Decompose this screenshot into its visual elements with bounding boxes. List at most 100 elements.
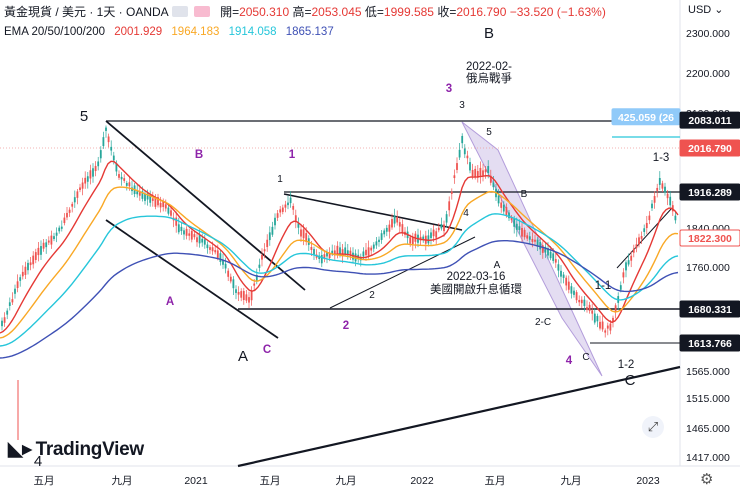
candle-body bbox=[450, 191, 453, 194]
candle-body bbox=[333, 250, 336, 256]
price-label-text: 1822.300 bbox=[688, 233, 732, 245]
candle-body bbox=[578, 299, 581, 303]
close-value: 2016.790 bbox=[456, 5, 507, 19]
ema-20-line bbox=[0, 160, 679, 334]
candle-body bbox=[294, 215, 297, 222]
wave-label: 3 bbox=[446, 83, 452, 95]
tradingview-logo-icon: ◣▸ bbox=[8, 439, 32, 460]
candle-body bbox=[232, 279, 235, 289]
candle-body bbox=[24, 266, 27, 275]
candle-body bbox=[336, 245, 339, 255]
candle-body bbox=[523, 229, 526, 238]
price-tick-label: 2200.000 bbox=[686, 68, 730, 80]
candle-body bbox=[154, 198, 157, 207]
candle-body bbox=[518, 226, 521, 231]
magic-wand-icon[interactable]: ⤢ bbox=[642, 416, 664, 438]
wave-label: 美國開啟升息循環 bbox=[430, 282, 522, 296]
time-scale[interactable]: 五月 九月 2021 五月 九月 2022 五月 九月 2023 bbox=[0, 465, 740, 487]
candle-body bbox=[349, 250, 352, 255]
candle-body bbox=[136, 191, 139, 195]
candle-body bbox=[320, 255, 323, 264]
candle-body bbox=[614, 305, 617, 313]
candle-body bbox=[630, 255, 633, 261]
candle-body bbox=[575, 292, 578, 301]
ema-legend[interactable]: EMA 20/50/100/200 2001.929 1964.183 1914… bbox=[4, 26, 340, 38]
candle-body bbox=[557, 264, 560, 271]
change-value: −33.520 (−1.63%) bbox=[509, 5, 606, 19]
candle-body bbox=[656, 187, 659, 191]
candle-body bbox=[162, 201, 165, 208]
candle-body bbox=[544, 246, 547, 253]
price-label-text: 2016.790 bbox=[688, 143, 732, 155]
candle-body bbox=[635, 244, 638, 249]
wedge-upper bbox=[105, 120, 306, 291]
wave-label: 5 bbox=[486, 127, 492, 138]
candle-body bbox=[300, 229, 302, 237]
candle-body bbox=[528, 236, 531, 240]
candle-body bbox=[505, 207, 508, 216]
candle-body bbox=[531, 238, 534, 242]
candle-body bbox=[541, 245, 544, 253]
gear-icon[interactable]: ⚙ bbox=[700, 471, 714, 488]
candle-body bbox=[292, 205, 295, 210]
candle-body bbox=[393, 215, 396, 224]
tradingview-logo[interactable]: ◣▸ TradingView bbox=[8, 438, 144, 461]
price-label-box bbox=[679, 229, 740, 247]
candle-body bbox=[86, 176, 89, 182]
candle-body bbox=[185, 228, 188, 236]
candle-body bbox=[435, 231, 438, 238]
high-label: 高= bbox=[292, 5, 312, 19]
candle-body bbox=[500, 202, 503, 208]
candle-body bbox=[565, 277, 568, 286]
symbol-title[interactable]: 黃金現貨 / 美元 · 1天 · OANDA bbox=[4, 5, 169, 19]
candle-body bbox=[456, 163, 458, 170]
candle-body bbox=[214, 250, 217, 253]
currency-selector[interactable]: USD ⌄ bbox=[688, 4, 724, 16]
ema-100-value: 1914.058 bbox=[228, 26, 277, 38]
candle-body bbox=[89, 170, 92, 179]
candle-body bbox=[14, 288, 16, 294]
candle-body bbox=[42, 242, 45, 249]
candle-body bbox=[632, 248, 635, 253]
candle-body bbox=[45, 242, 48, 248]
open-value: 2050.310 bbox=[239, 5, 290, 19]
eye-icon[interactable] bbox=[172, 6, 189, 17]
candle-body bbox=[547, 248, 549, 256]
candle-body bbox=[99, 150, 102, 159]
candle-body bbox=[463, 148, 466, 155]
candle-body bbox=[27, 262, 29, 271]
candle-body bbox=[492, 182, 495, 188]
candle-body bbox=[487, 166, 490, 174]
candle-body bbox=[375, 241, 378, 246]
open-label: 開= bbox=[220, 5, 240, 19]
candle-body bbox=[648, 215, 651, 221]
candle-body bbox=[362, 251, 365, 257]
candle-body bbox=[271, 226, 274, 235]
candle-body bbox=[586, 307, 588, 310]
candle-body bbox=[479, 167, 482, 177]
candle-body bbox=[141, 191, 144, 199]
candle-body bbox=[29, 262, 32, 266]
price-label-box bbox=[679, 183, 740, 201]
tradingview-logo-text: TradingView bbox=[35, 439, 145, 460]
candle-body bbox=[458, 149, 461, 158]
candle-body bbox=[310, 247, 313, 250]
wave-label: 1-3 bbox=[653, 152, 670, 164]
candle-body bbox=[107, 136, 110, 143]
compare-icon[interactable] bbox=[193, 6, 210, 17]
low-label: 低= bbox=[364, 5, 384, 19]
candle-body bbox=[8, 302, 11, 306]
candle-body bbox=[409, 237, 412, 244]
candle-body bbox=[549, 251, 552, 259]
candle-body bbox=[583, 299, 586, 306]
candle-body bbox=[180, 226, 183, 232]
candle-body bbox=[102, 137, 105, 147]
wave-label: C bbox=[625, 372, 636, 389]
price-scale[interactable]: 2300.0002200.0002100.0001840.0001760.000… bbox=[679, 0, 740, 494]
price-tick-label: 1565.000 bbox=[686, 366, 730, 378]
candle-body bbox=[261, 254, 263, 260]
candle-body bbox=[159, 202, 162, 208]
high-value: 2053.045 bbox=[311, 5, 362, 19]
candle-body bbox=[422, 236, 425, 240]
